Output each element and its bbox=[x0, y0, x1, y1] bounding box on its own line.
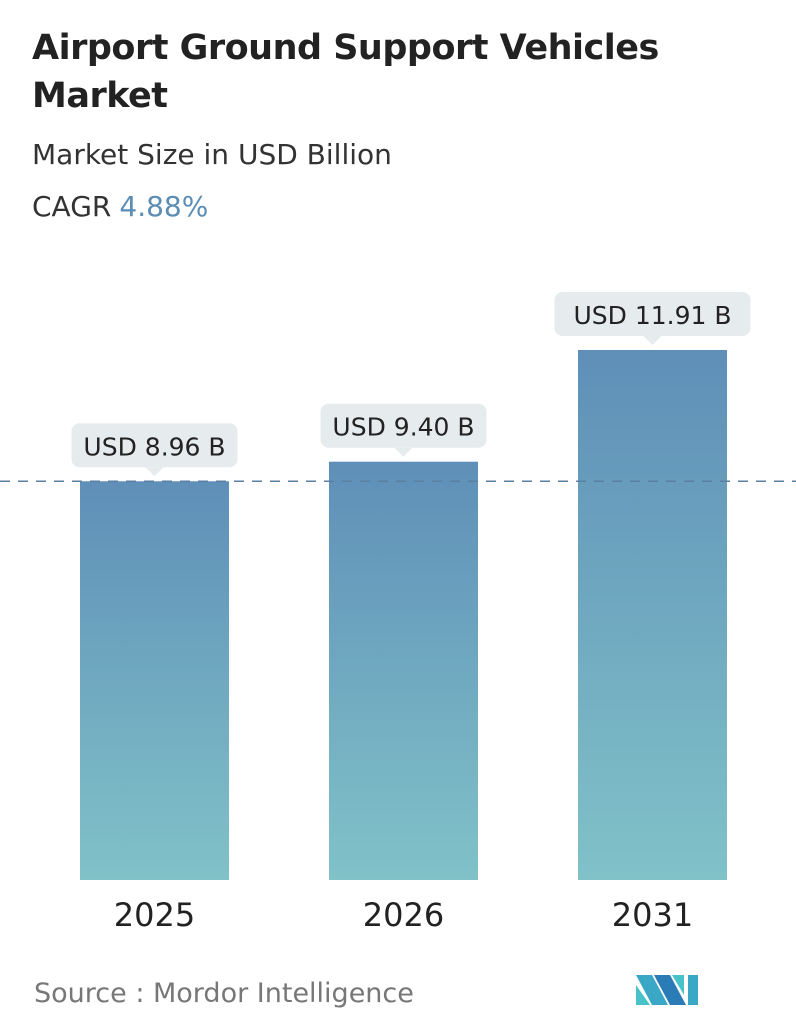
bar-2025 bbox=[80, 481, 229, 880]
cagr-value: 4.88% bbox=[119, 190, 209, 223]
x-tick-label: 2031 bbox=[612, 896, 693, 934]
cagr-label: CAGR bbox=[32, 190, 112, 223]
chart-title: Airport Ground Support Vehicles Market bbox=[32, 28, 659, 116]
data-label-pointer bbox=[643, 336, 662, 346]
data-label: USD 9.40 B bbox=[332, 413, 474, 442]
chart-subtitle: Market Size in USD Billion bbox=[32, 138, 392, 171]
data-label: USD 11.91 B bbox=[573, 301, 731, 330]
data-label-bg bbox=[320, 403, 487, 448]
data-label-bg bbox=[71, 423, 238, 468]
source-text: Source : Mordor Intelligence bbox=[34, 978, 414, 1009]
data-label-pointer bbox=[394, 447, 413, 457]
data-label: USD 8.96 B bbox=[83, 432, 225, 461]
x-tick-label: 2026 bbox=[363, 896, 444, 934]
data-label-pointer bbox=[145, 467, 164, 477]
bar-2026 bbox=[329, 461, 478, 880]
data-label-bg bbox=[554, 292, 751, 337]
bar-2031 bbox=[578, 350, 727, 880]
cagr: CAGR 4.88% bbox=[32, 190, 208, 223]
x-tick-label: 2025 bbox=[114, 896, 195, 934]
